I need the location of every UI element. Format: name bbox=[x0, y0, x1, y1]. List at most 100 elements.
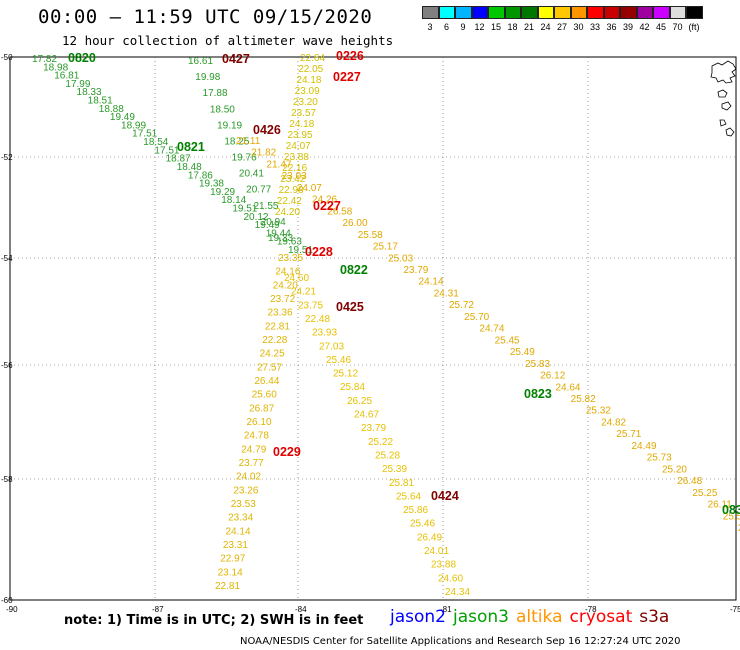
wave-height-value: 23.75 bbox=[298, 300, 323, 311]
wave-height-value: 17.88 bbox=[203, 88, 228, 99]
pass-time-label: 0820 bbox=[68, 51, 96, 65]
colorbar-label: 39 bbox=[622, 22, 633, 32]
wave-height-value: 20.41 bbox=[239, 169, 264, 180]
wave-height-value: 24.16 bbox=[275, 267, 300, 278]
wave-height-value: 22.16 bbox=[282, 163, 307, 174]
wave-height-value: 18.88 bbox=[99, 104, 124, 115]
wave-height-value: 25.71 bbox=[616, 429, 641, 440]
pass-time-label: 0424 bbox=[431, 489, 459, 503]
colorbar-label: 24 bbox=[540, 22, 551, 32]
longitude-label: -87 bbox=[152, 605, 164, 614]
wave-height-value: 27.03 bbox=[319, 341, 344, 352]
wave-height-value: 26.12 bbox=[540, 371, 565, 382]
colorbar-label: 12 bbox=[474, 22, 485, 32]
wave-height-value: 19.33 bbox=[268, 233, 293, 244]
wave-height-value: 25.46 bbox=[410, 519, 435, 530]
colorbar-swatch bbox=[603, 6, 620, 19]
wave-height-value: 24.14 bbox=[226, 526, 251, 537]
wave-height-value: 24.34 bbox=[445, 587, 470, 598]
wave-height-value: 17.99 bbox=[65, 79, 90, 90]
wave-height-value: 20.12 bbox=[243, 212, 268, 223]
wave-height-value: 25.86 bbox=[403, 505, 428, 516]
wave-height-value: 22.98 bbox=[279, 185, 304, 196]
latitude-label: -60 bbox=[1, 596, 13, 605]
wave-height-value: 19.98 bbox=[195, 72, 220, 83]
wave-height-value: 23.88 bbox=[284, 152, 309, 163]
wave-height-value: 25.83 bbox=[525, 359, 550, 370]
wave-height-value: 24.78 bbox=[244, 431, 269, 442]
pass-time-label: 0227 bbox=[313, 199, 341, 213]
wave-height-value: 19.29 bbox=[210, 187, 235, 198]
longitude-label: -90 bbox=[6, 605, 18, 614]
wave-height-value: 23.03 bbox=[282, 171, 307, 182]
wave-height-value: 24.31 bbox=[434, 288, 459, 299]
wave-height-value: 23.77 bbox=[239, 458, 264, 469]
wave-height-value: 25.22 bbox=[368, 437, 393, 448]
colorbar-swatch bbox=[620, 6, 637, 19]
wave-height-value: 18.87 bbox=[166, 154, 191, 165]
wave-height-value: 25.17 bbox=[373, 242, 398, 253]
wave-height-value: 23.95 bbox=[288, 130, 313, 141]
wave-height-value: 22.28 bbox=[262, 335, 287, 346]
wave-height-value: 24.64 bbox=[555, 382, 580, 393]
wave-height-value: 23.34 bbox=[228, 513, 253, 524]
wave-height-value: 26.44 bbox=[254, 376, 279, 387]
wave-height-value: 21.11 bbox=[236, 136, 261, 147]
wave-height-value: 24.20 bbox=[275, 207, 300, 218]
wave-height-value: 25.20 bbox=[662, 464, 687, 475]
wave-height-value: 23.79 bbox=[361, 423, 386, 434]
colorbar-label: 33 bbox=[589, 22, 600, 32]
wave-height-value: 23.42 bbox=[280, 174, 305, 185]
wave-height-value: 24.18 bbox=[289, 119, 314, 130]
latitude-label: -54 bbox=[1, 254, 13, 263]
colorbar-swatch bbox=[422, 6, 439, 19]
pass-time-label: 0427 bbox=[222, 52, 250, 66]
wave-height-value: 24.79 bbox=[241, 444, 266, 455]
wave-height-value: 18.33 bbox=[77, 87, 102, 98]
colorbar-swatch bbox=[653, 6, 670, 19]
wave-height-value: 26.10 bbox=[247, 417, 272, 428]
coastline-islands bbox=[710, 60, 737, 137]
colorbar-label: 3 bbox=[427, 22, 433, 32]
wave-height-value: 24.60 bbox=[284, 273, 309, 284]
wave-height-value: 23.57 bbox=[291, 108, 316, 119]
pass-time-label: 0226 bbox=[336, 49, 364, 63]
wave-height-value: 26.58 bbox=[327, 206, 352, 217]
wave-height-value: 25.32 bbox=[586, 406, 611, 417]
longitude-label: -78 bbox=[585, 605, 597, 614]
colorbar-label: 18 bbox=[507, 22, 518, 32]
wave-height-value: 16.81 bbox=[54, 71, 79, 82]
wave-height-value: 23.53 bbox=[231, 499, 256, 510]
wave-height-value: 25.70 bbox=[464, 312, 489, 323]
wave-height-value: 23.93 bbox=[312, 328, 337, 339]
wave-height-value: 18.99 bbox=[121, 120, 146, 131]
wave-height-value: 17.51 bbox=[132, 129, 157, 140]
wave-height-value: 24.02 bbox=[236, 472, 261, 483]
wave-height-value: 25.60 bbox=[252, 390, 277, 401]
wave-height-value: 24.25 bbox=[260, 349, 285, 360]
wave-height-value: 24.18 bbox=[296, 75, 321, 86]
wave-height-value: 19.49 bbox=[255, 220, 280, 231]
wave-height-value: 24.26 bbox=[312, 195, 337, 206]
colorbar-swatch bbox=[636, 6, 653, 19]
colorbar-swatch bbox=[504, 6, 521, 19]
wave-height-value: 24.74 bbox=[479, 324, 504, 335]
wave-height-value: 25.81 bbox=[389, 478, 414, 489]
wave-height-value: 19.38 bbox=[199, 179, 224, 190]
wave-height-value: 22.81 bbox=[265, 321, 290, 332]
wave-height-value: 21.82 bbox=[251, 148, 276, 159]
colorbar-label: 9 bbox=[460, 22, 466, 32]
colorbar-swatch bbox=[686, 6, 703, 19]
wave-height-value: 18.25 bbox=[224, 136, 249, 147]
legend-item-altika: altika bbox=[516, 607, 563, 627]
longitude-label: -81 bbox=[440, 605, 452, 614]
colorbar-label: 21 bbox=[523, 22, 534, 32]
wave-height-value: 22.64 bbox=[300, 53, 325, 64]
wave-height-value: 21.47 bbox=[266, 159, 291, 170]
pass-time-label: 0823 bbox=[524, 387, 552, 401]
pass-time-label: 0227 bbox=[333, 70, 361, 84]
legend-item-s3a: s3a bbox=[639, 607, 670, 627]
wave-height-value: 25.72 bbox=[449, 300, 474, 311]
wave-height-value: 22.42 bbox=[277, 196, 302, 207]
legend-item-jason3: jason3 bbox=[453, 607, 509, 627]
